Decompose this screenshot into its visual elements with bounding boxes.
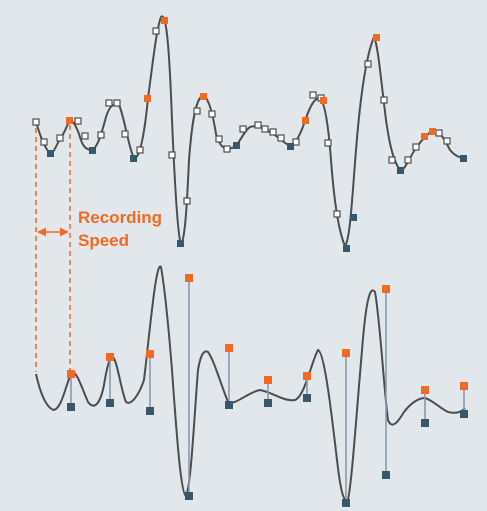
sample-marker	[97, 131, 105, 139]
bottom-dark-markers	[67, 394, 468, 507]
sample-marker	[292, 138, 300, 146]
sample-marker-dark	[287, 143, 294, 150]
sample-marker	[333, 210, 341, 218]
top-orange-markers	[66, 17, 436, 140]
sample-marker-accent	[106, 353, 114, 361]
sample-marker-dark	[397, 167, 404, 174]
sample-marker-dark	[460, 155, 467, 162]
sample-marker-accent	[421, 133, 428, 140]
sample-marker-dark	[343, 245, 350, 252]
top-sample-markers	[32, 17, 467, 252]
sample-marker-accent	[67, 370, 75, 378]
sample-marker-accent	[373, 34, 380, 41]
sample-marker-dark	[233, 142, 240, 149]
top-dark-markers	[47, 142, 467, 252]
sample-marker	[269, 128, 277, 136]
sample-marker-dark	[89, 147, 96, 154]
sample-marker-dark	[264, 399, 272, 407]
sample-marker	[56, 134, 64, 142]
sample-marker-dark	[342, 499, 350, 507]
sample-marker-accent	[302, 117, 309, 124]
sample-marker-accent	[225, 344, 233, 352]
top-white-markers	[32, 27, 451, 218]
sample-marker	[113, 99, 121, 107]
bottom-sample-stems	[70, 278, 465, 503]
sample-marker-accent	[303, 372, 311, 380]
sample-marker	[40, 138, 48, 146]
sample-marker-dark	[47, 150, 54, 157]
sample-marker	[443, 137, 451, 145]
sample-marker	[168, 151, 176, 159]
sample-marker	[309, 91, 317, 99]
annotation-line2: Speed	[78, 231, 129, 250]
recording-speed-guides	[35, 125, 71, 372]
sample-marker	[324, 139, 332, 147]
sample-marker-dark	[225, 401, 233, 409]
sample-marker-accent	[200, 93, 207, 100]
sample-marker-accent	[146, 350, 154, 358]
sample-marker-accent	[185, 274, 193, 282]
sample-marker	[364, 60, 372, 68]
bottom-waveform	[35, 265, 466, 502]
sample-marker-dark	[303, 394, 311, 402]
sample-marker	[380, 96, 388, 104]
sample-marker-dark	[421, 419, 429, 427]
sample-marker-dark	[382, 471, 390, 479]
sample-marker-dark	[146, 407, 154, 415]
sample-marker-dark	[185, 492, 193, 500]
sample-marker	[152, 27, 160, 35]
sample-marker	[215, 135, 223, 143]
sample-marker	[136, 146, 144, 154]
sample-marker-accent	[66, 117, 73, 124]
sample-marker-accent	[320, 97, 327, 104]
sample-marker-accent	[264, 376, 272, 384]
sample-marker	[261, 125, 269, 133]
sample-marker	[193, 107, 201, 115]
sample-marker	[435, 129, 443, 137]
sample-marker	[277, 134, 285, 142]
sample-marker-dark	[177, 240, 184, 247]
sample-marker	[239, 125, 247, 133]
sample-marker	[254, 121, 262, 129]
sample-marker	[223, 145, 231, 153]
sample-marker	[388, 156, 396, 164]
sample-marker	[208, 110, 216, 118]
sample-marker	[183, 197, 191, 205]
sample-marker-accent	[144, 95, 151, 102]
sample-marker	[32, 118, 40, 126]
sample-marker	[74, 117, 82, 125]
sample-marker-dark	[460, 410, 468, 418]
sample-marker-accent	[460, 382, 468, 390]
sample-marker	[121, 130, 129, 138]
sample-marker-dark	[106, 399, 114, 407]
sample-marker	[404, 156, 412, 164]
sample-marker-accent	[382, 285, 390, 293]
sample-marker-accent	[421, 386, 429, 394]
sample-marker-dark	[67, 403, 75, 411]
sample-marker	[412, 143, 420, 151]
sample-marker	[81, 132, 89, 140]
sample-marker-accent	[342, 349, 350, 357]
bottom-orange-markers	[67, 274, 468, 394]
sample-marker-accent	[429, 128, 436, 135]
sample-marker	[105, 99, 113, 107]
sample-marker-dark	[350, 214, 357, 221]
sample-marker-accent	[161, 17, 168, 24]
annotation-line1: Recording	[78, 208, 162, 227]
sample-marker-dark	[130, 155, 137, 162]
